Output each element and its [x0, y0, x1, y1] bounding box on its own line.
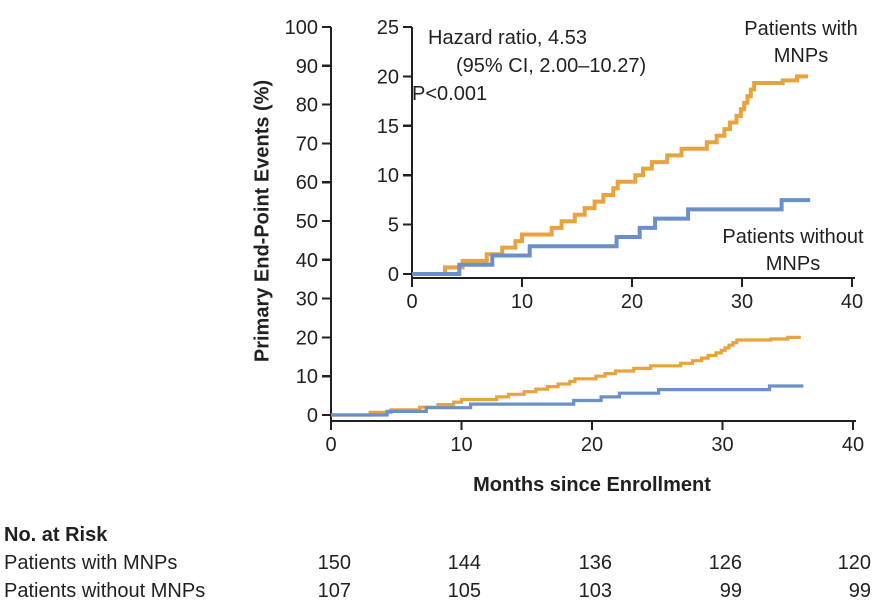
risk-count: 150 — [317, 552, 351, 574]
p-value-text: P<0.001 — [412, 83, 488, 105]
main-curve-without-mnps — [331, 384, 804, 417]
hazard-ratio-annotation: Hazard ratio, 4.53 (95% CI, 2.00–10.27) … — [412, 24, 646, 108]
risk-table-title: No. at Risk — [4, 524, 108, 546]
inset-x-tick-label: 20 — [621, 291, 643, 313]
series-label-without-mnps-line2: MNPs — [765, 253, 821, 275]
hazard-ratio-text: Hazard ratio, 4.53 — [428, 27, 587, 49]
main-y-tick-label: 40 — [296, 250, 318, 272]
main-x-tick-label: 0 — [325, 434, 336, 456]
main-x-tick-label: 30 — [711, 434, 733, 456]
main-x-tick-label: 20 — [581, 434, 603, 456]
main-x-tick-label: 40 — [842, 434, 864, 456]
main-y-tick-label: 30 — [296, 289, 318, 311]
main-y-tick-label: 0 — [307, 405, 318, 427]
risk-count: 103 — [578, 580, 612, 602]
inset-x-tick-label: 30 — [731, 291, 753, 313]
inset-x-tick-label: 0 — [406, 291, 417, 313]
main-y-tick-label: 10 — [296, 366, 318, 388]
main-y-tick-label: 100 — [285, 17, 318, 39]
series-label-without-mnps-line1: Patients without — [722, 226, 864, 248]
series-label-with-mnps-line2: MNPs — [773, 45, 829, 67]
x-axis-title: Months since Enrollment — [473, 474, 711, 496]
inset-y-tick-label: 10 — [377, 165, 399, 187]
main-y-tick-label: 20 — [296, 327, 318, 349]
inset-y-tick-label: 20 — [377, 66, 399, 88]
risk-table-row: Patients with MNPs 150 144 136 126 120 — [0, 552, 882, 578]
risk-count: 120 — [837, 552, 871, 574]
risk-count: 107 — [317, 580, 351, 602]
main-curve-with-mnps — [331, 335, 801, 417]
main-y-tick-label: 50 — [296, 211, 318, 233]
main-y-tick-label: 90 — [296, 56, 318, 78]
risk-count: 105 — [447, 580, 481, 602]
series-label-without-mnps: Patients without MNPs — [722, 224, 863, 278]
main-x-tick-label: 10 — [450, 434, 472, 456]
risk-table-row: Patients without MNPs 107 105 103 99 99 — [0, 580, 882, 606]
risk-count: 136 — [578, 552, 612, 574]
confidence-interval-text: (95% CI, 2.00–10.27) — [456, 55, 647, 77]
risk-row-label: Patients with MNPs — [4, 552, 178, 574]
risk-row-label: Patients without MNPs — [4, 580, 206, 602]
inset-y-tick-label: 0 — [388, 264, 399, 286]
main-y-tick-label: 80 — [296, 95, 318, 117]
y-axis-title: Primary End-Point Events (%) — [251, 79, 274, 363]
main-y-tick-label: 60 — [296, 172, 318, 194]
series-label-with-mnps-line1: Patients with — [744, 18, 858, 40]
risk-count: 144 — [447, 552, 481, 574]
inset-curve-without-mnps — [412, 198, 811, 276]
risk-count: 126 — [708, 552, 742, 574]
risk-count: 99 — [719, 580, 742, 602]
inset-y-tick-label: 15 — [377, 116, 399, 138]
inset-x-tick-label: 10 — [511, 291, 533, 313]
main-y-tick-label: 70 — [296, 133, 318, 155]
risk-count: 99 — [848, 580, 871, 602]
inset-y-tick-label: 25 — [377, 17, 399, 39]
series-label-with-mnps: Patients with MNPs — [744, 16, 857, 70]
inset-y-tick-label: 5 — [388, 215, 399, 237]
inset-x-tick-label: 40 — [841, 291, 863, 313]
inset-curve-with-mnps — [412, 74, 808, 276]
